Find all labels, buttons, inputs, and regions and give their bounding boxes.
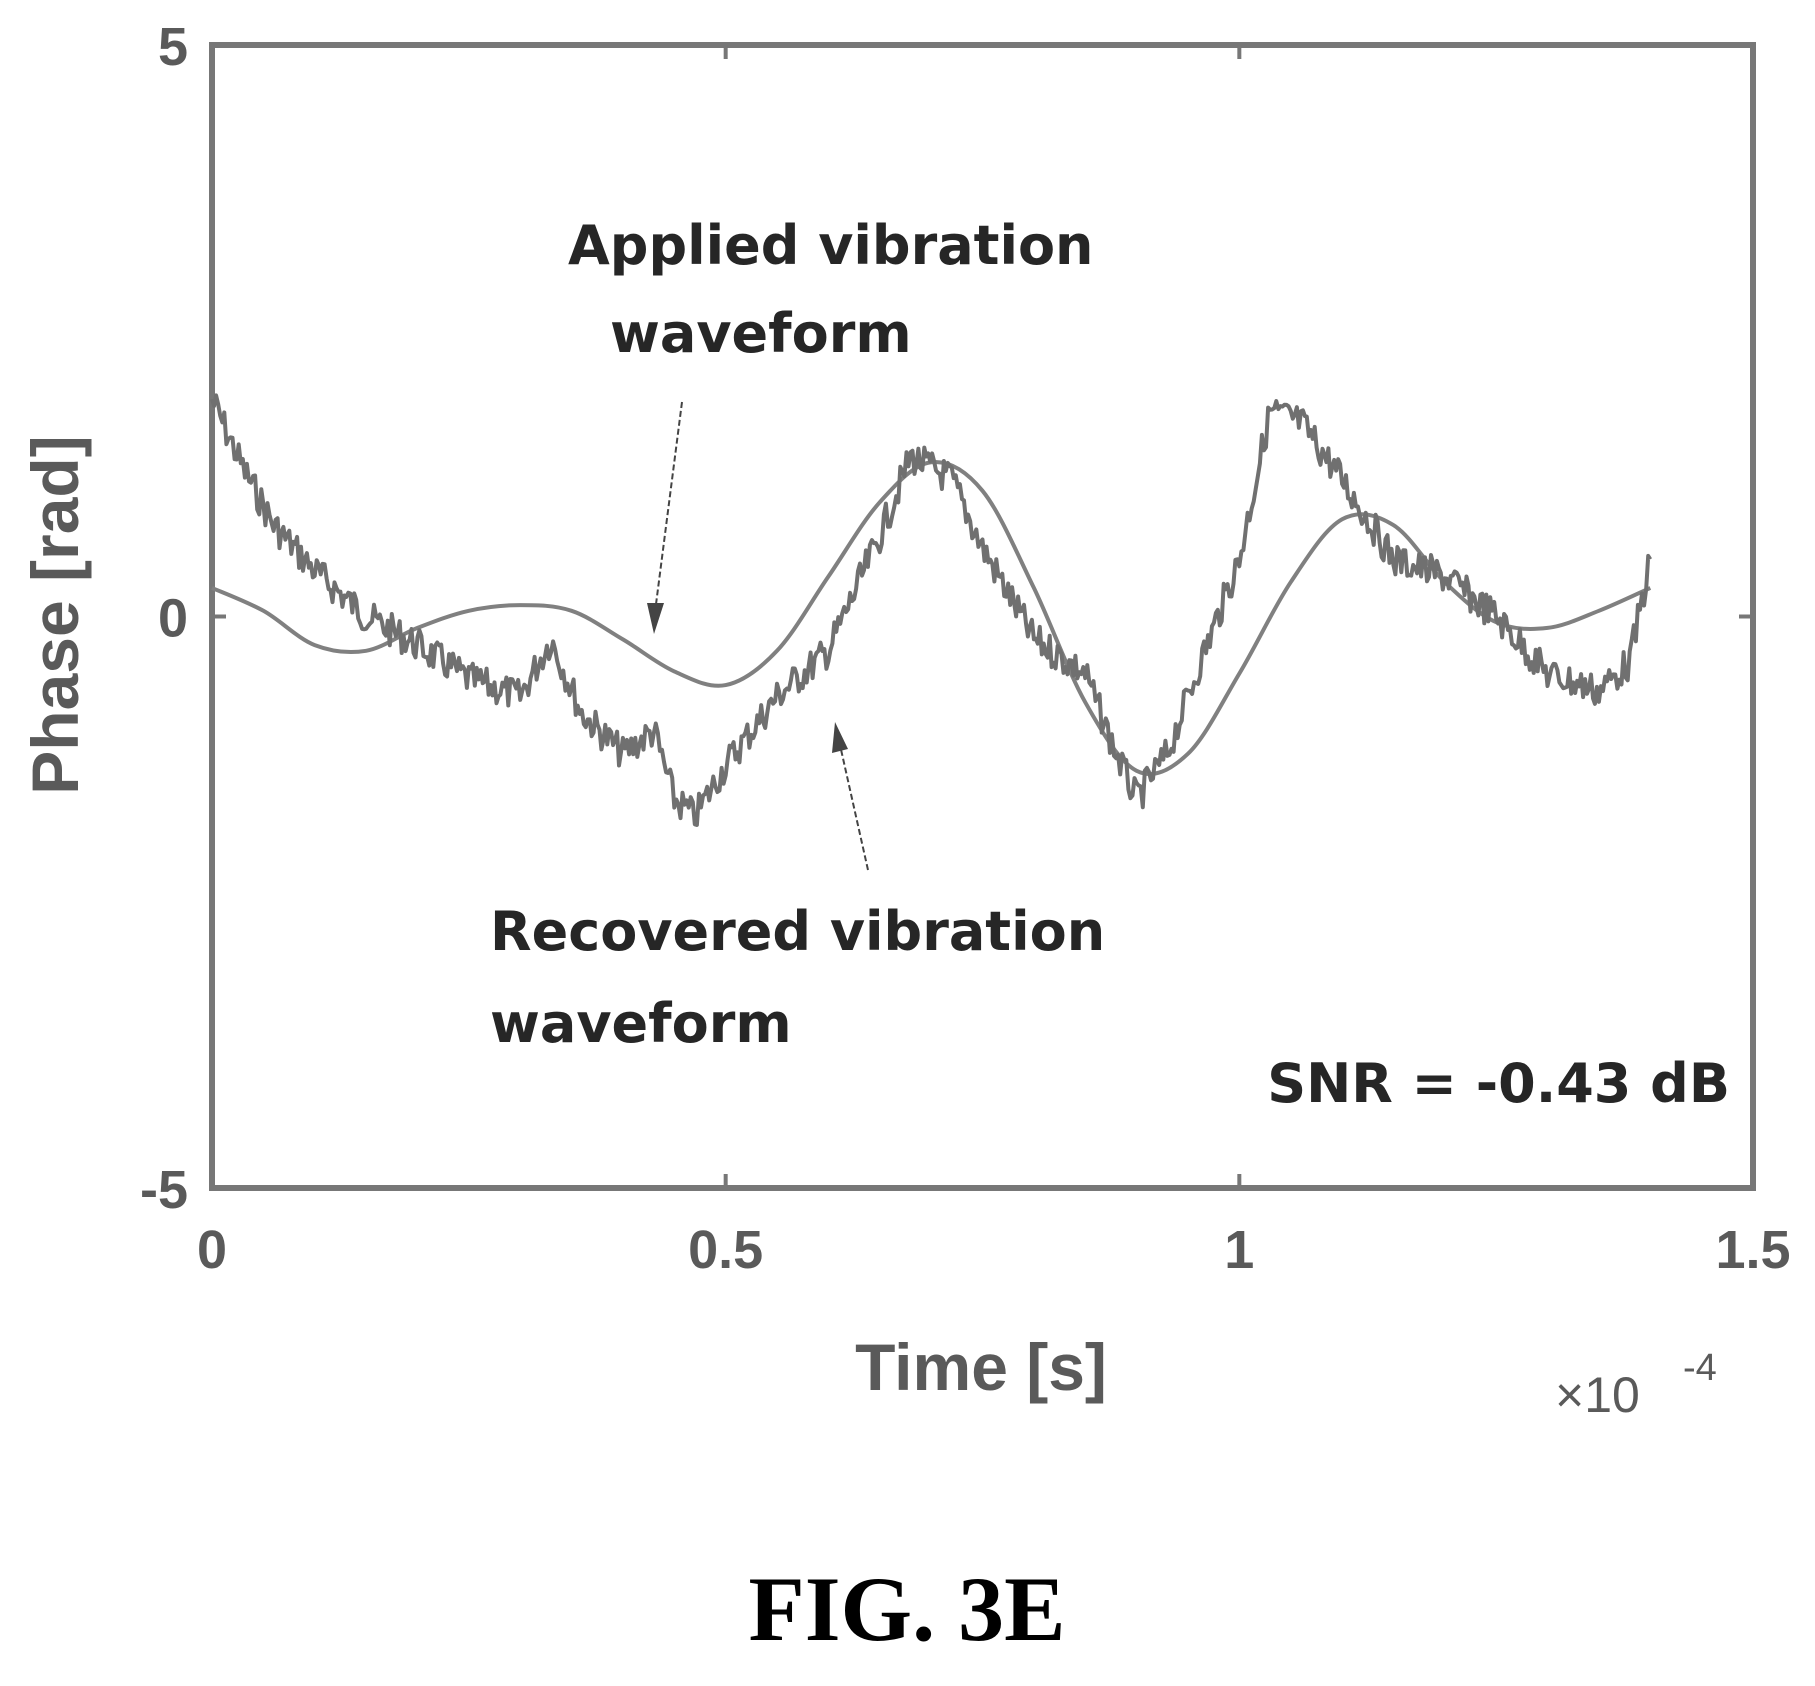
x-tick-label: 1.5 — [1715, 1220, 1790, 1280]
x-exponent-label: ×10 -4 — [1555, 1347, 1717, 1423]
recovered-arrow-line — [839, 744, 869, 871]
recovered-annotation-line2: waveform — [490, 992, 792, 1055]
x-exponent-power: -4 — [1683, 1347, 1717, 1389]
chart-root: 0 0.5 1 1.5-505 — [140, 17, 1791, 1280]
y-tick-label: 0 — [158, 589, 188, 649]
applied-arrow — [647, 401, 683, 634]
applied-arrow-line — [654, 401, 683, 613]
applied-waveform-line — [211, 460, 1652, 777]
x-exponent-base: ×10 — [1555, 1367, 1640, 1423]
recovered-arrow — [832, 722, 869, 871]
applied-arrow-head — [647, 603, 664, 634]
applied-annotation-line2: waveform — [610, 302, 912, 365]
recovered-waveform-line — [210, 393, 1653, 827]
snr-annotation: SNR = -0.43 dB — [1267, 1052, 1730, 1115]
y-tick-label: 5 — [158, 17, 188, 77]
applied-annotation-line1: Applied vibration — [568, 214, 1094, 277]
y-tick-label: -5 — [140, 1160, 188, 1220]
x-tick-label: 0.5 — [688, 1220, 763, 1280]
x-tick-label: 0 — [197, 1220, 227, 1280]
series-group — [210, 393, 1653, 827]
y-axis-label: Phase [rad] — [18, 435, 92, 794]
x-axis-label: Time [s] — [855, 1330, 1107, 1404]
x-tick-label: 1 — [1224, 1220, 1254, 1280]
recovered-annotation-line1: Recovered vibration — [490, 900, 1105, 963]
recovered-arrow-head — [832, 722, 848, 753]
figure-caption: FIG. 3E — [749, 1558, 1066, 1660]
